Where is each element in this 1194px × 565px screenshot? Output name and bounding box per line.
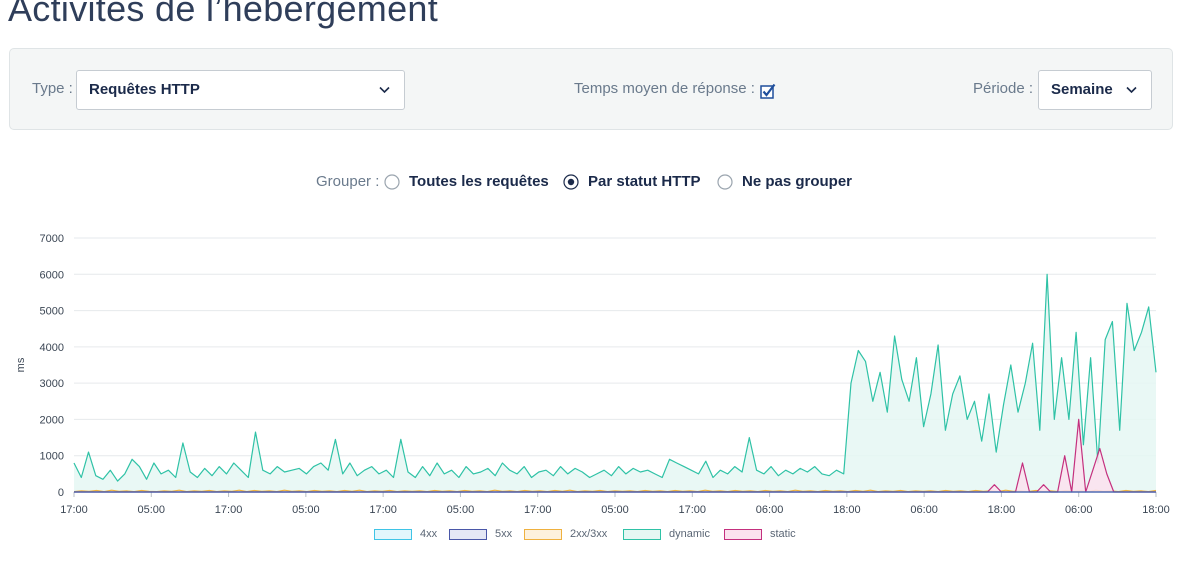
chevron-down-icon	[379, 86, 390, 94]
legend-label: dynamic	[669, 528, 710, 540]
radio-selected-icon[interactable]	[563, 174, 579, 190]
x-tick-label: 06:00	[1065, 504, 1093, 516]
legend-swatch	[374, 529, 412, 540]
series-area-dynamic	[74, 274, 1156, 492]
x-tick-label: 06:00	[756, 504, 784, 516]
grouping-options: Grouper : Toutes les requêtes Par statut…	[0, 171, 1194, 195]
period-label: Période :	[973, 80, 1034, 97]
legend-label: static	[770, 528, 796, 540]
page-title: Activités de l’hébergement	[8, 0, 439, 29]
y-tick-label: 6000	[40, 269, 64, 281]
checkbox-checked-icon[interactable]	[760, 83, 776, 99]
x-tick-label: 05:00	[447, 504, 475, 516]
legend-swatch	[524, 529, 562, 540]
radio-label-by-http-status[interactable]: Par statut HTTP	[588, 173, 701, 190]
response-time-chart: 0 1000 2000 3000 4000 5000 6000 7000 ms 17:00 05:0…	[15, 233, 1170, 516]
legend-label: 5xx	[495, 528, 513, 540]
radio-label-no-grouping[interactable]: Ne pas grouper	[742, 173, 853, 190]
chevron-down-icon	[1126, 86, 1137, 94]
x-tick-label: 17:00	[679, 504, 707, 516]
filter-panel: Type : Requêtes HTTP Temps moyen de répo…	[9, 48, 1173, 130]
x-tick-label: 18:00	[988, 504, 1016, 516]
legend-swatch	[724, 529, 762, 540]
y-tick-label: 5000	[40, 306, 64, 318]
legend-swatch	[623, 529, 661, 540]
y-tick-label: 3000	[40, 378, 64, 390]
x-tick-label: 17:00	[369, 504, 397, 516]
series-line-dynamic	[73, 273, 1157, 482]
y-tick-label: 1000	[40, 451, 64, 463]
y-axis-label: ms	[15, 357, 27, 372]
x-tick-label: 06:00	[910, 504, 938, 516]
type-select-value: Requêtes HTTP	[89, 81, 200, 98]
grouping-label: Grouper :	[316, 173, 380, 190]
series-line-2xx-3xx	[73, 489, 1157, 493]
radio-icon[interactable]	[717, 174, 733, 190]
y-tick-label: 0	[58, 487, 64, 499]
chart-legend: 4xx 5xx 2xx/3xx dynamic static	[0, 527, 1194, 545]
y-tick-label: 7000	[40, 233, 64, 245]
x-tick-label: 18:00	[833, 504, 861, 516]
x-tick-label: 18:00	[1142, 504, 1170, 516]
radio-icon[interactable]	[384, 174, 400, 190]
y-tick-label: 2000	[40, 414, 64, 426]
type-label: Type :	[32, 80, 73, 97]
x-tick-label: 17:00	[60, 504, 88, 516]
x-tick-label: 17:00	[215, 504, 243, 516]
x-tick-label: 05:00	[292, 504, 320, 516]
radio-label-all-requests[interactable]: Toutes les requêtes	[409, 173, 549, 190]
legend-swatch	[449, 529, 487, 540]
y-tick-label: 4000	[40, 342, 64, 354]
response-time-label: Temps moyen de réponse :	[574, 80, 755, 97]
legend-label: 2xx/3xx	[570, 528, 608, 540]
x-tick-label: 05:00	[138, 504, 166, 516]
x-tick-label: 17:00	[524, 504, 552, 516]
period-select[interactable]: Semaine	[1038, 70, 1152, 110]
type-select[interactable]: Requêtes HTTP	[76, 70, 405, 110]
x-tick-label: 05:00	[601, 504, 629, 516]
period-select-value: Semaine	[1051, 81, 1113, 98]
legend-label: 4xx	[420, 528, 438, 540]
